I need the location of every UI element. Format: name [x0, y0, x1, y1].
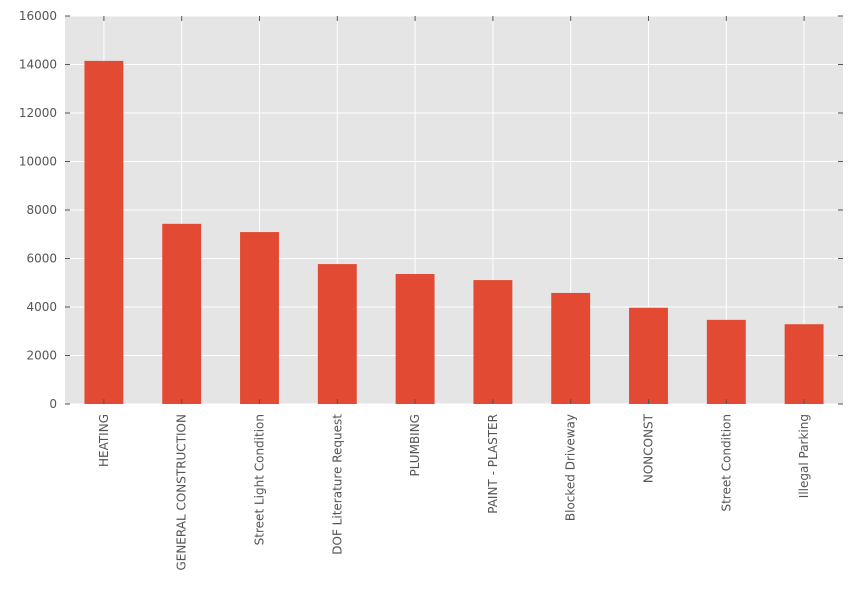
x-tick-label: GENERAL CONSTRUCTION — [175, 414, 189, 571]
x-tick-label: Blocked Driveway — [564, 414, 578, 521]
bars — [84, 60, 824, 405]
x-tick-label: NONCONST — [642, 413, 656, 483]
tick-marks — [65, 15, 843, 405]
x-tick-label: PLUMBING — [408, 414, 422, 477]
x-tick-labels: HEATING GENERAL CONSTRUCTION Street Light … — [97, 413, 811, 570]
x-tick-label: HEATING — [97, 414, 111, 467]
bar — [162, 223, 202, 404]
y-tick-label: 0 — [49, 397, 57, 411]
y-tick-label: 4000 — [26, 300, 57, 314]
y-tick-label: 2000 — [26, 349, 57, 363]
bar — [84, 60, 124, 405]
x-tick-label: Street Light Condition — [253, 414, 267, 545]
bar — [473, 280, 513, 404]
y-tick-labels: 0 2000 4000 6000 8000 10000 12000 14000 16000 — [19, 9, 57, 411]
bar — [395, 274, 435, 404]
bar — [317, 264, 357, 404]
bar — [629, 307, 668, 404]
y-tick-label: 12000 — [19, 106, 57, 120]
y-tick-label: 8000 — [26, 203, 57, 217]
y-tick-label: 10000 — [19, 155, 57, 169]
y-tick-label: 14000 — [19, 58, 57, 72]
bar — [706, 319, 746, 404]
x-tick-label: PAINT - PLASTER — [486, 414, 500, 514]
bar — [784, 324, 824, 404]
x-tick-label: Illegal Parking — [797, 414, 811, 498]
bar — [551, 292, 591, 404]
x-tick-label: DOF Literature Request — [330, 414, 344, 555]
x-tick-label: Street Condition — [719, 414, 733, 512]
y-tick-label: 16000 — [19, 9, 57, 23]
bar — [240, 232, 279, 404]
y-tick-label: 6000 — [26, 252, 57, 266]
